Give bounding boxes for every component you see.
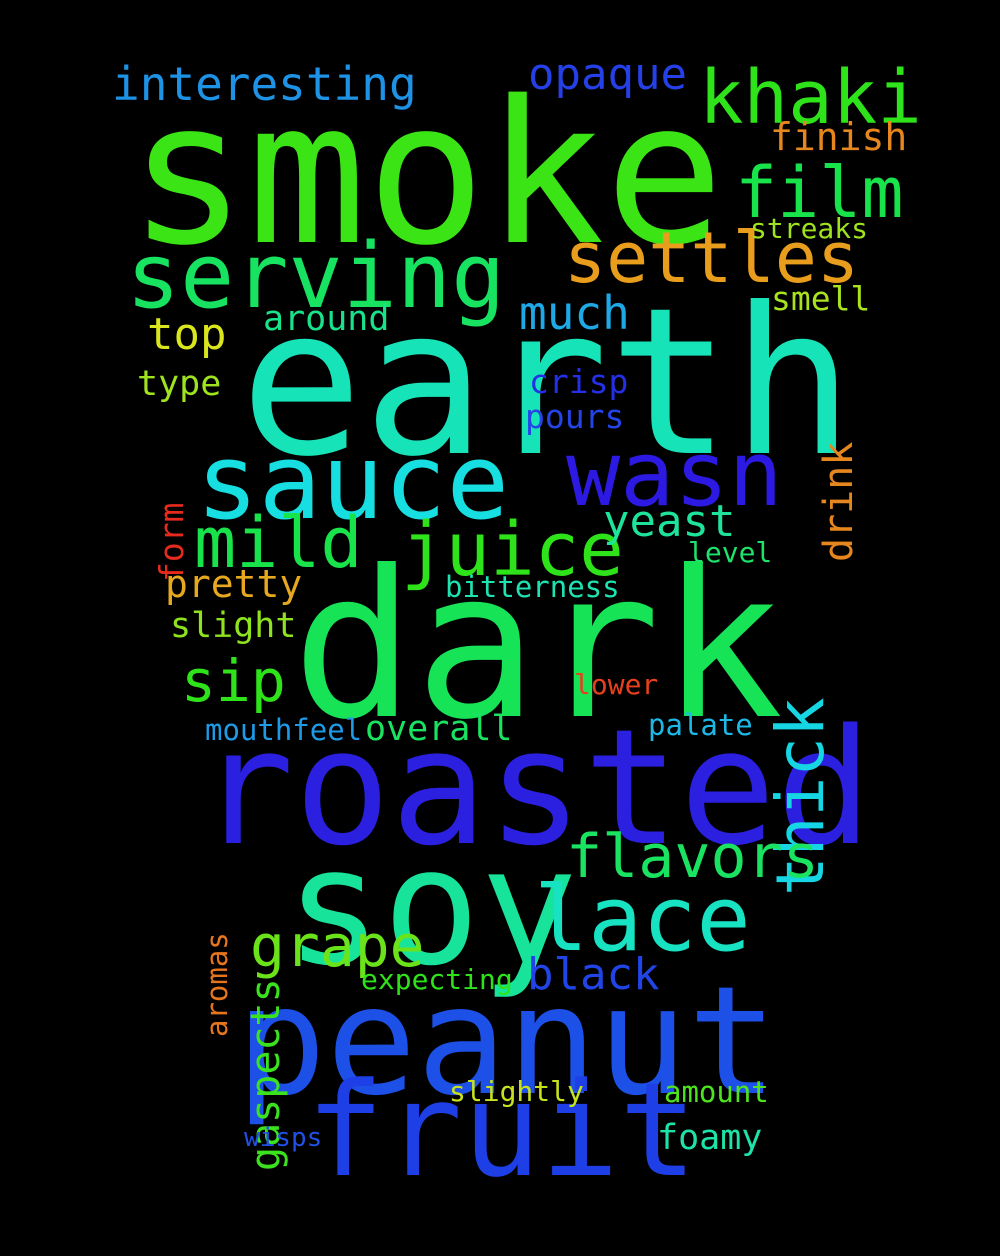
word-pretty: pretty xyxy=(165,562,303,606)
word-expecting: expecting xyxy=(361,963,513,996)
word-form: form xyxy=(152,502,191,582)
word-smell: smell xyxy=(771,279,871,318)
word-interesting: interesting xyxy=(112,57,417,111)
word-film: film xyxy=(735,152,904,234)
word-around: around xyxy=(263,299,390,339)
word-black: black xyxy=(527,949,660,1000)
word-sip: sip xyxy=(181,647,286,715)
word-roasted: roasted xyxy=(198,694,873,881)
word-earth: earth xyxy=(240,265,855,502)
word-amount: amount xyxy=(664,1075,769,1109)
word-aromas: aromas xyxy=(200,932,234,1037)
word-much: much xyxy=(519,286,630,340)
word-bitterness: bitterness xyxy=(445,570,620,604)
word-dark: dark xyxy=(292,528,784,765)
word-crisp: crisp xyxy=(529,362,629,401)
word-opaque: opaque xyxy=(528,49,687,100)
word-sauce: sauce xyxy=(196,421,510,543)
word-slightly: slightly xyxy=(449,1075,584,1108)
word-settles: settles xyxy=(564,217,860,299)
word-smoke: smoke xyxy=(128,58,725,289)
word-type: type xyxy=(137,364,222,404)
word-juice: juice xyxy=(401,507,624,593)
word-soy: soy xyxy=(285,814,578,1002)
word-wasn: wasn xyxy=(566,422,783,527)
word-serving: serving xyxy=(126,224,506,329)
word-foamy: foamy xyxy=(657,1118,763,1158)
word-mouthfeel: mouthfeel xyxy=(205,713,363,747)
word-flavors: flavors xyxy=(566,822,819,892)
word-overall: overall xyxy=(365,709,513,749)
word-peanut: peanut xyxy=(236,955,778,1129)
word-lace: lace xyxy=(534,867,751,972)
word-finish: finish xyxy=(770,115,908,159)
word-grape: grape xyxy=(250,912,425,980)
word-slight: slight xyxy=(170,606,297,646)
word-fruit: fruit xyxy=(306,1054,698,1206)
word-drink: drink xyxy=(816,441,862,562)
word-khaki: khaki xyxy=(699,55,922,141)
word-wisps: wisps xyxy=(244,1123,323,1153)
word-palate: palate xyxy=(648,708,753,742)
word-mild: mild xyxy=(194,502,363,584)
word-yeast: yeast xyxy=(603,496,736,547)
word-top: top xyxy=(147,309,227,360)
word-pours: pours xyxy=(525,397,625,436)
word-lower: lower xyxy=(574,668,659,701)
word-level: level xyxy=(688,536,773,569)
word-streaks: streaks xyxy=(750,212,869,245)
